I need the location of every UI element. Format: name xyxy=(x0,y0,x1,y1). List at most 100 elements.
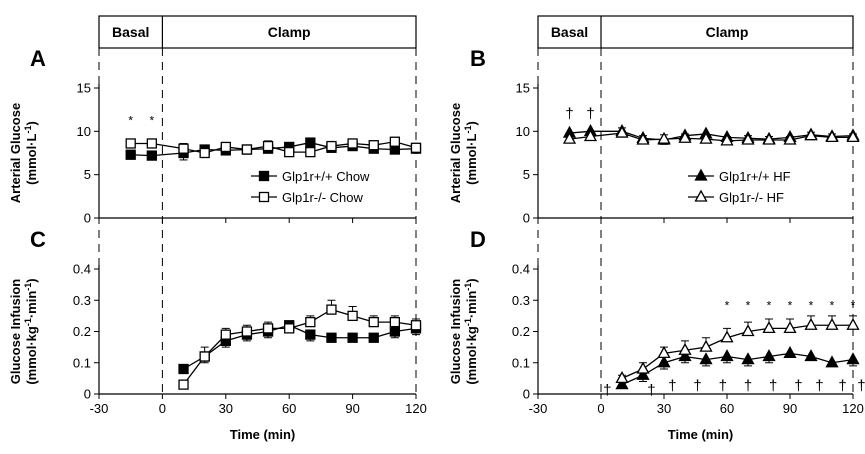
x-tick-label: 60 xyxy=(282,401,296,416)
series-knockout xyxy=(615,315,860,384)
significance-dagger: † xyxy=(693,377,701,394)
data-point xyxy=(678,130,692,143)
data-point xyxy=(368,316,379,328)
y-tick-label: 0.1 xyxy=(73,355,91,370)
panel-letter: A xyxy=(30,46,46,71)
y-tick-label: 10 xyxy=(516,124,530,139)
data-point xyxy=(389,316,401,328)
y-tick-label: 0.1 xyxy=(512,355,530,370)
data-point xyxy=(146,150,157,161)
x-tick-label: 90 xyxy=(345,401,359,416)
significance-star: * xyxy=(128,113,133,127)
data-point xyxy=(389,136,401,147)
series-wildtype xyxy=(615,346,860,390)
legend-label: Glp1r+/+ Chow xyxy=(282,169,370,184)
y-tick-label: 0.3 xyxy=(73,293,91,308)
data-point xyxy=(657,346,671,359)
data-point xyxy=(783,132,797,145)
phase-header-right: Basal Clamp xyxy=(537,15,854,394)
significance-dagger: † xyxy=(769,377,777,394)
data-point xyxy=(146,138,157,149)
panel-letter: B xyxy=(470,46,486,71)
data-point xyxy=(347,310,358,322)
y-axis-label: Arterial Glucose xyxy=(8,103,23,203)
significance-dagger: † xyxy=(815,377,823,394)
data-point xyxy=(262,140,274,152)
y-axis-units: (mmol·L-1) xyxy=(463,121,479,185)
significance-star: * xyxy=(746,299,751,313)
y-axis-units: (mmol·kg-1·min-1) xyxy=(23,278,39,384)
unit-text: (mmol·kg xyxy=(464,326,479,385)
data-point xyxy=(305,137,316,148)
significance-dagger: † xyxy=(744,377,752,394)
data-point xyxy=(178,363,189,375)
y-tick-label: 0.2 xyxy=(73,324,91,339)
y-tick-label: 0 xyxy=(523,387,530,402)
y-tick-label: 5 xyxy=(84,167,91,182)
legend: Glp1r+/+ HF Glp1r-/- HF xyxy=(688,168,791,205)
data-point xyxy=(783,346,797,359)
unit-text: ·min xyxy=(24,291,39,319)
x-axis-label: Time (min) xyxy=(668,427,734,442)
data-point xyxy=(583,129,598,142)
data-point xyxy=(326,332,337,343)
legend-marker xyxy=(694,168,708,181)
panel-A: A Arterial Glucose (mmol·L-1) 0 5 10 15 Glp1r+/… xyxy=(8,46,422,226)
data-point xyxy=(284,323,295,334)
data-point xyxy=(825,317,839,330)
significance-star: * xyxy=(767,299,772,313)
superscript: -1 xyxy=(23,283,33,291)
y-tick-label: 0 xyxy=(84,211,91,226)
significance-dagger: † xyxy=(603,382,611,399)
data-point xyxy=(125,138,136,149)
y-axis-label: Glucose Infusion xyxy=(8,279,23,385)
data-point xyxy=(326,304,337,315)
unit-text: (mmol·kg xyxy=(24,326,39,385)
data-point xyxy=(220,329,231,340)
data-point xyxy=(178,379,189,390)
data-point xyxy=(657,355,671,368)
series-knockout xyxy=(562,125,860,146)
data-point xyxy=(804,317,818,330)
data-point xyxy=(615,377,629,390)
data-point xyxy=(368,140,379,151)
superscript: -1 xyxy=(23,126,33,134)
series-knockout xyxy=(178,299,422,390)
data-point xyxy=(220,141,231,153)
x-tick-label: 60 xyxy=(720,401,734,416)
data-point xyxy=(846,352,860,365)
data-point xyxy=(846,130,860,143)
x-tick-label: 120 xyxy=(405,401,427,416)
unit-text: ) xyxy=(464,121,479,125)
legend-label: Glp1r+/+ HF xyxy=(719,169,791,184)
legend-marker xyxy=(694,189,708,202)
y-axis-label: Arterial Glucose xyxy=(448,103,463,203)
clamp-label: Clamp xyxy=(268,24,311,40)
x-tick-label: -30 xyxy=(90,401,109,416)
significance-star: * xyxy=(149,113,154,127)
data-point xyxy=(678,349,692,362)
significance-dagger: † xyxy=(668,377,676,394)
significance-dagger: † xyxy=(794,377,802,394)
y-tick-label: 0.4 xyxy=(73,262,91,277)
phase-header-box xyxy=(537,15,854,49)
x-tick-label: 0 xyxy=(597,401,604,416)
phase-header-box xyxy=(98,15,417,49)
significance-dagger: † xyxy=(838,377,846,394)
significance-dagger: † xyxy=(586,105,594,122)
significance-dagger: † xyxy=(719,377,727,394)
unit-text: (mmol·L xyxy=(464,133,479,184)
data-point xyxy=(284,146,295,158)
data-point xyxy=(678,342,692,355)
data-point xyxy=(720,330,734,343)
data-point xyxy=(368,332,379,343)
data-point xyxy=(262,323,274,334)
legend-marker xyxy=(258,191,270,203)
data-point xyxy=(741,352,755,365)
significance-star: * xyxy=(725,299,730,313)
legend-label: Glp1r-/- Chow xyxy=(282,190,364,205)
significance-star: * xyxy=(809,299,814,313)
data-point xyxy=(825,355,839,368)
significance-star: * xyxy=(788,299,793,313)
